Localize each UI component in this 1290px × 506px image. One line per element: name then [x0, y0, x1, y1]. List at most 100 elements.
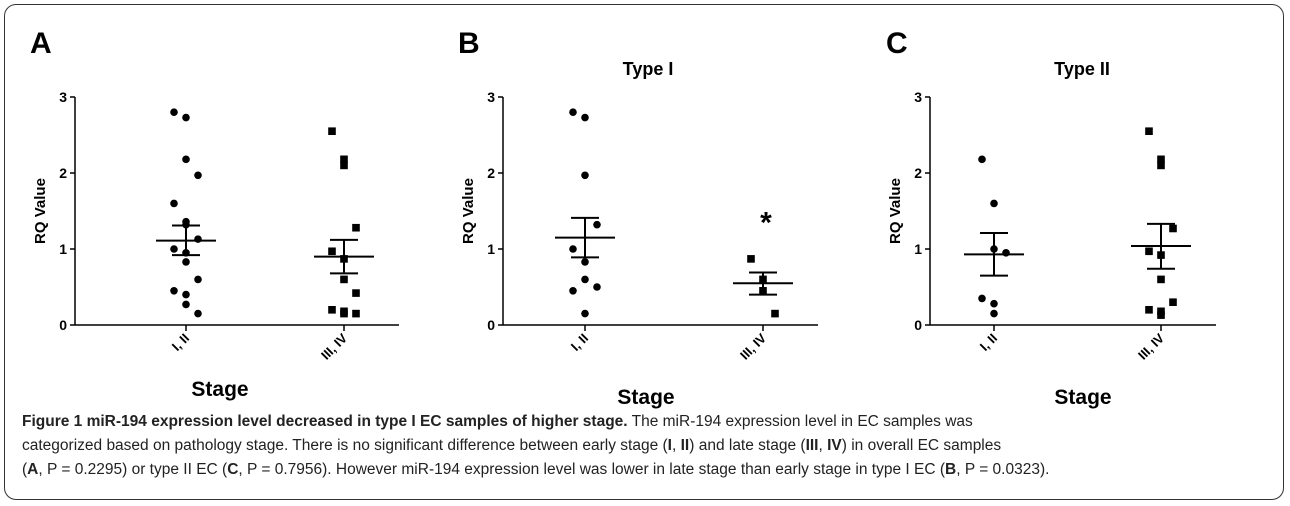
x-tick-label: I, II [169, 331, 192, 354]
caption-text-3b: , P = 0.2295) or type II EC ( [38, 461, 228, 478]
data-point [581, 275, 589, 284]
data-point [978, 155, 986, 164]
data-point [170, 108, 178, 116]
data-point [328, 127, 336, 135]
data-point [352, 289, 360, 297]
data-point [194, 171, 202, 180]
data-point [569, 108, 577, 116]
data-point [182, 113, 190, 122]
data-point [340, 275, 348, 284]
caption-text-1: The miR-194 expression level in EC sampl… [631, 413, 973, 430]
x-tick-label: III, IV [737, 330, 769, 362]
caption-bold-B: B [945, 461, 957, 478]
data-point [182, 300, 190, 309]
y-tick-label: 1 [487, 241, 495, 257]
panel-letter: C [886, 27, 908, 60]
data-point [328, 306, 336, 314]
panel-letter: B [458, 27, 480, 60]
data-point [1145, 306, 1153, 314]
caption-bold-IV: IV [827, 437, 842, 454]
panel-letter: A [30, 27, 52, 60]
x-tick-label: I, II [568, 331, 591, 354]
data-point [1157, 275, 1165, 284]
data-point [1169, 224, 1177, 233]
data-point [1157, 311, 1165, 319]
caption-sep-1: , [671, 437, 681, 454]
data-point [581, 113, 589, 122]
data-point [340, 155, 348, 164]
y-tick-label: 2 [487, 165, 495, 181]
data-point [990, 199, 998, 208]
y-axis-label: RQ Value [460, 178, 477, 244]
panel-title: Type II [1054, 59, 1110, 79]
y-tick-label: 3 [487, 89, 495, 105]
y-tick-label: 3 [914, 89, 922, 105]
data-point [194, 275, 202, 284]
y-tick-label: 3 [59, 89, 67, 105]
y-axis-label: RQ Value [887, 178, 904, 244]
data-point [340, 309, 348, 318]
panel-title: Type I [623, 59, 674, 79]
x-axis-label: Stage [191, 378, 248, 401]
x-tick-label: III, IV [318, 330, 350, 362]
data-point [581, 258, 589, 266]
data-point [771, 309, 779, 318]
data-point [593, 283, 601, 291]
x-tick-label: I, II [977, 331, 1000, 354]
x-axis-label: Stage [617, 386, 674, 409]
y-tick-label: 0 [59, 317, 67, 333]
data-point [194, 309, 202, 318]
data-point [1169, 298, 1177, 306]
data-point [990, 299, 998, 308]
data-point [1002, 249, 1010, 257]
x-tick-label: III, IV [1135, 330, 1167, 362]
caption-bold-II: II [680, 437, 690, 454]
data-point [352, 309, 360, 318]
data-point [1157, 161, 1165, 170]
data-point [194, 235, 202, 243]
data-point [569, 245, 577, 253]
y-axis-label: RQ Value [32, 178, 49, 244]
data-point [581, 171, 589, 180]
data-point [182, 155, 190, 164]
y-tick-label: 0 [914, 317, 922, 333]
data-point [581, 309, 589, 318]
data-point [1145, 247, 1153, 256]
data-point [182, 258, 190, 266]
y-tick-label: 0 [487, 317, 495, 333]
data-point [1157, 155, 1165, 164]
caption-bold-I: I [667, 437, 672, 454]
figure-caption: Figure 1 miR-194 expression level decrea… [22, 410, 1272, 482]
caption-text-3c: , P = 0.7956). However miR-194 expressio… [238, 461, 946, 478]
x-axis-label: Stage [1054, 386, 1111, 409]
data-point [990, 309, 998, 318]
significance-marker: * [760, 206, 772, 239]
data-point [340, 161, 348, 170]
data-point [182, 290, 190, 299]
data-point [170, 245, 178, 253]
caption-bold-III: III [805, 437, 819, 454]
data-point [170, 287, 178, 295]
data-point [170, 199, 178, 208]
caption-text-2c: ) in overall EC samples [841, 437, 1002, 454]
data-point [593, 220, 601, 229]
y-tick-label: 1 [59, 241, 67, 257]
caption-bold-A: A [27, 461, 39, 478]
data-point [328, 247, 336, 256]
data-point [352, 223, 360, 232]
data-point [747, 255, 755, 263]
caption-text-3a: ( [22, 461, 28, 478]
y-tick-label: 1 [914, 241, 922, 257]
caption-text-2: categorized based on pathology stage. Th… [22, 437, 668, 454]
figure-frame [4, 4, 1284, 500]
caption-bold-C: C [227, 461, 239, 478]
y-tick-label: 2 [914, 165, 922, 181]
caption-sep-2: , [818, 437, 828, 454]
data-point [978, 294, 986, 303]
caption-text-3d: , P = 0.0323). [956, 461, 1050, 478]
figure-panels: A 0 1 2 3 RQ Value I, II III, IV Stage B Type I 0 1 2… [30, 27, 1216, 409]
data-point [1145, 127, 1153, 135]
data-point [569, 287, 577, 295]
caption-title: Figure 1 miR-194 expression level decrea… [22, 413, 628, 430]
caption-text-2b: ) and late stage ( [689, 437, 806, 454]
